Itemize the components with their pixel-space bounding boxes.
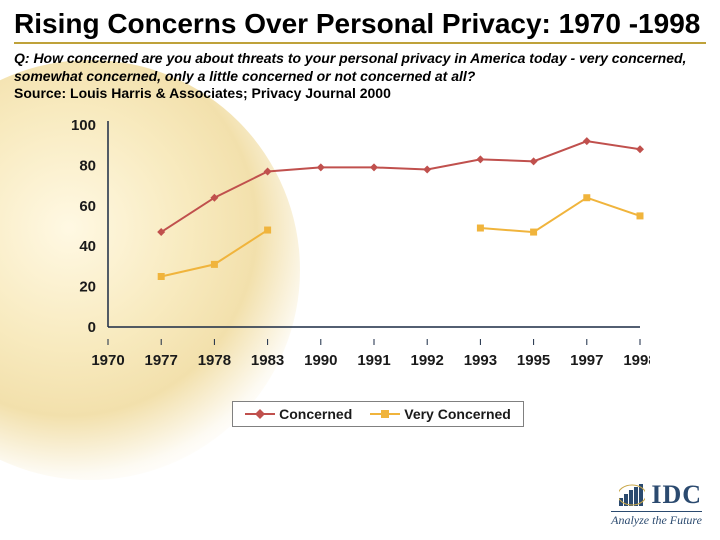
svg-text:1992: 1992 xyxy=(411,352,444,369)
legend-item: Concerned xyxy=(245,406,352,422)
idc-logo-tagline: Analyze the Future xyxy=(611,511,702,528)
idc-logo-text: IDC xyxy=(651,480,702,510)
title-underline xyxy=(14,42,706,44)
question-source: Source: Louis Harris & Associates; Priva… xyxy=(14,85,391,101)
svg-text:1977: 1977 xyxy=(145,352,178,369)
idc-logo-bars-icon xyxy=(619,484,645,506)
svg-text:1970: 1970 xyxy=(91,352,124,369)
svg-text:1993: 1993 xyxy=(464,352,497,369)
idc-logo: IDC Analyze the Future xyxy=(611,480,702,528)
svg-text:100: 100 xyxy=(71,117,96,134)
svg-text:80: 80 xyxy=(79,157,96,174)
line-chart: 0 20 40 60 80 100 1970 1977 1978 1983 1990 1991 1992… xyxy=(50,117,650,387)
svg-text:60: 60 xyxy=(79,197,96,214)
svg-text:20: 20 xyxy=(79,278,96,295)
svg-text:40: 40 xyxy=(79,238,96,255)
legend-item: Very Concerned xyxy=(370,406,511,422)
svg-text:1997: 1997 xyxy=(570,352,603,369)
svg-text:1983: 1983 xyxy=(251,352,284,369)
svg-text:1995: 1995 xyxy=(517,352,550,369)
question-block: Q: How concerned are you about threats t… xyxy=(14,50,706,103)
slide-title: Rising Concerns Over Personal Privacy: 1… xyxy=(14,8,706,40)
legend-swatch-icon xyxy=(370,407,400,421)
svg-text:1998: 1998 xyxy=(623,352,650,369)
legend-label: Very Concerned xyxy=(404,406,511,422)
slide-container: Rising Concerns Over Personal Privacy: 1… xyxy=(0,0,720,540)
legend-label: Concerned xyxy=(279,406,352,422)
svg-text:1990: 1990 xyxy=(304,352,337,369)
chart-legend: Concerned Very Concerned xyxy=(232,401,524,427)
legend-swatch-icon xyxy=(245,407,275,421)
chart-container: 0 20 40 60 80 100 1970 1977 1978 1983 1990 1991 1992… xyxy=(50,117,706,427)
svg-text:1991: 1991 xyxy=(357,352,390,369)
question-text: Q: How concerned are you about threats t… xyxy=(14,50,686,84)
svg-text:1978: 1978 xyxy=(198,352,231,369)
svg-text:0: 0 xyxy=(88,319,96,336)
